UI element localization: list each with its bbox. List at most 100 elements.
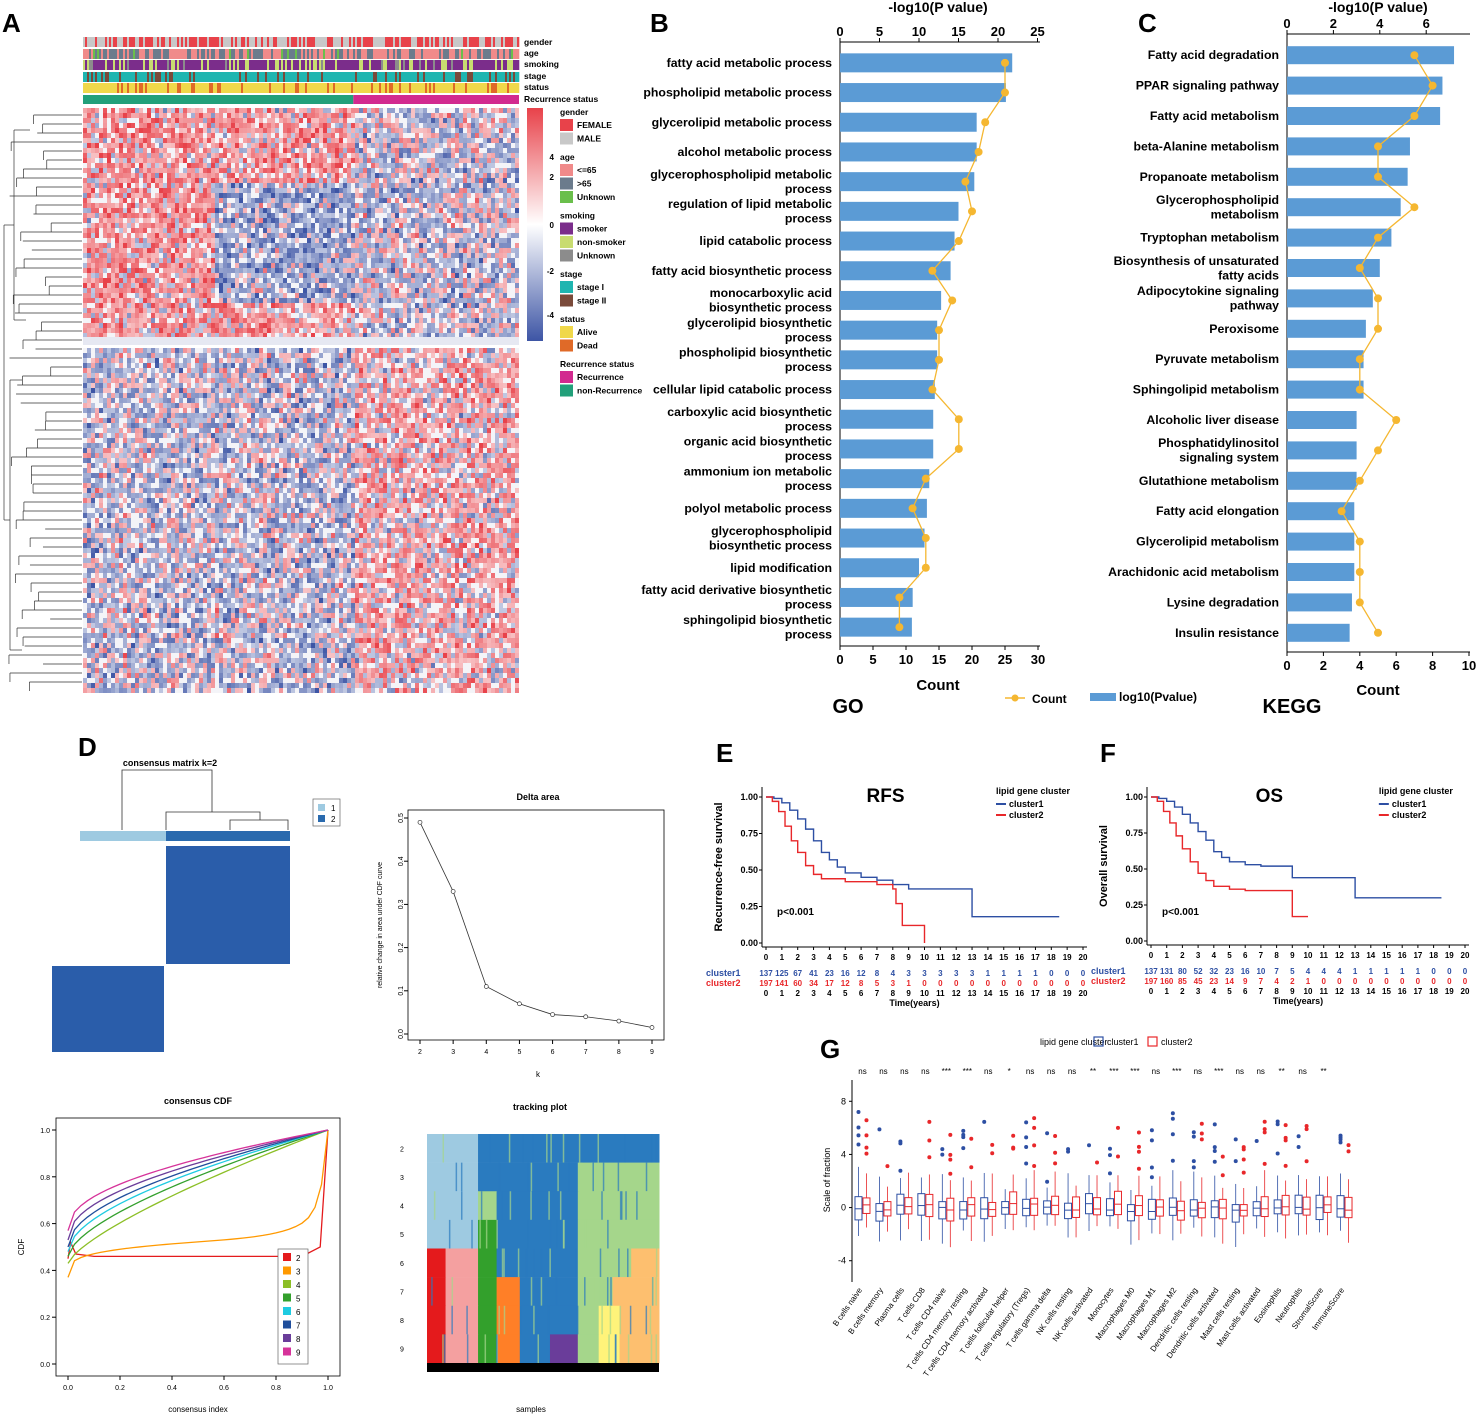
heatmap-cell [511,133,515,138]
heatmap-cell [215,273,219,278]
heatmap-cell [311,133,315,138]
heatmap-cell [379,128,383,133]
heatmap-cell [143,178,147,183]
heatmap-cell [503,228,507,233]
annotation-cell [379,60,382,70]
heatmap-cell [499,228,503,233]
heatmap-cell [447,173,451,178]
heatmap-cell [443,113,447,118]
heatmap-cell [363,138,367,143]
heatmap-cell [511,188,515,193]
heatmap-cell [307,163,311,168]
heatmap-cell [115,213,119,218]
annotation-cell [467,72,470,82]
heatmap-cell [303,123,307,128]
heatmap-cell [455,168,459,173]
heatmap-cell [271,123,275,128]
heatmap-cell [95,263,99,268]
heatmap-cell [187,193,191,198]
annotation-cell [279,72,282,82]
heatmap-cell [115,193,119,198]
heatmap-cell [87,198,91,203]
heatmap-cell [347,228,351,233]
heatmap-cell [283,168,287,173]
heatmap-cell [227,143,231,148]
heatmap-cell [83,208,87,213]
heatmap-cell [359,163,363,168]
heatmap-cell [303,118,307,123]
heatmap-cell [495,158,499,163]
heatmap-cell [207,138,211,143]
heatmap-cell [395,188,399,193]
heatmap-cell [255,128,259,133]
annotation-cell [379,37,382,47]
heatmap-cell [343,253,347,258]
heatmap-cell [87,223,91,228]
heatmap-cell [107,188,111,193]
heatmap-cell [215,258,219,263]
heatmap-cell [175,223,179,228]
heatmap-cell [235,228,239,233]
annotation-cell [417,60,420,70]
annotation-cell [269,60,272,70]
heatmap-cell [315,138,319,143]
heatmap-cell [471,213,475,218]
heatmap-cell [511,178,515,183]
heatmap-cell [383,108,387,113]
heatmap-cell [419,163,423,168]
heatmap-cell [355,258,359,263]
heatmap-cell [187,113,191,118]
heatmap-cell [491,233,495,238]
heatmap-cell [223,238,227,243]
heatmap-cell [415,138,419,143]
heatmap-cell [355,168,359,173]
annotation-cell [197,49,200,59]
annotation-cell [271,60,274,70]
heatmap-cell [343,218,347,223]
heatmap-cell [327,198,331,203]
annotation-cell [347,83,350,93]
heatmap-cell [147,223,151,228]
heatmap-cell [231,143,235,148]
annotation-cell [433,37,436,47]
heatmap-cell [327,258,331,263]
heatmap-cell [319,153,323,158]
heatmap-cell [363,203,367,208]
heatmap-cell [323,118,327,123]
annotation-cell [461,49,464,59]
heatmap-cell [279,268,283,273]
heatmap-cell [179,108,183,113]
heatmap-cell [495,243,499,248]
annotation-cell [109,60,112,70]
heatmap-cell [431,118,435,123]
heatmap-cell [127,183,131,188]
annotation-cell [337,72,340,82]
heatmap-cell [391,153,395,158]
annotation-cell [345,83,348,93]
annotation-cell [91,37,94,47]
heatmap-cell [443,153,447,158]
heatmap-cell [447,273,451,278]
heatmap-cell [371,273,375,278]
heatmap-cell [447,278,451,283]
heatmap-cell [179,278,183,283]
heatmap-cell [371,153,375,158]
heatmap-cell [463,138,467,143]
heatmap-cell [379,228,383,233]
heatmap-cell [167,128,171,133]
annotation-cell [433,60,436,70]
annotation-cell [397,72,400,82]
heatmap-cell [351,128,355,133]
heatmap-cell [155,213,159,218]
heatmap-cell [143,148,147,153]
heatmap-cell [171,148,175,153]
annotation-cell [151,49,154,59]
heatmap-cell [211,193,215,198]
heatmap-cell [215,163,219,168]
heatmap-cell [123,178,127,183]
annotation-cell [509,37,512,47]
heatmap-cell [487,273,491,278]
heatmap-cell [495,208,499,213]
heatmap-cell [391,243,395,248]
heatmap-cell [495,193,499,198]
